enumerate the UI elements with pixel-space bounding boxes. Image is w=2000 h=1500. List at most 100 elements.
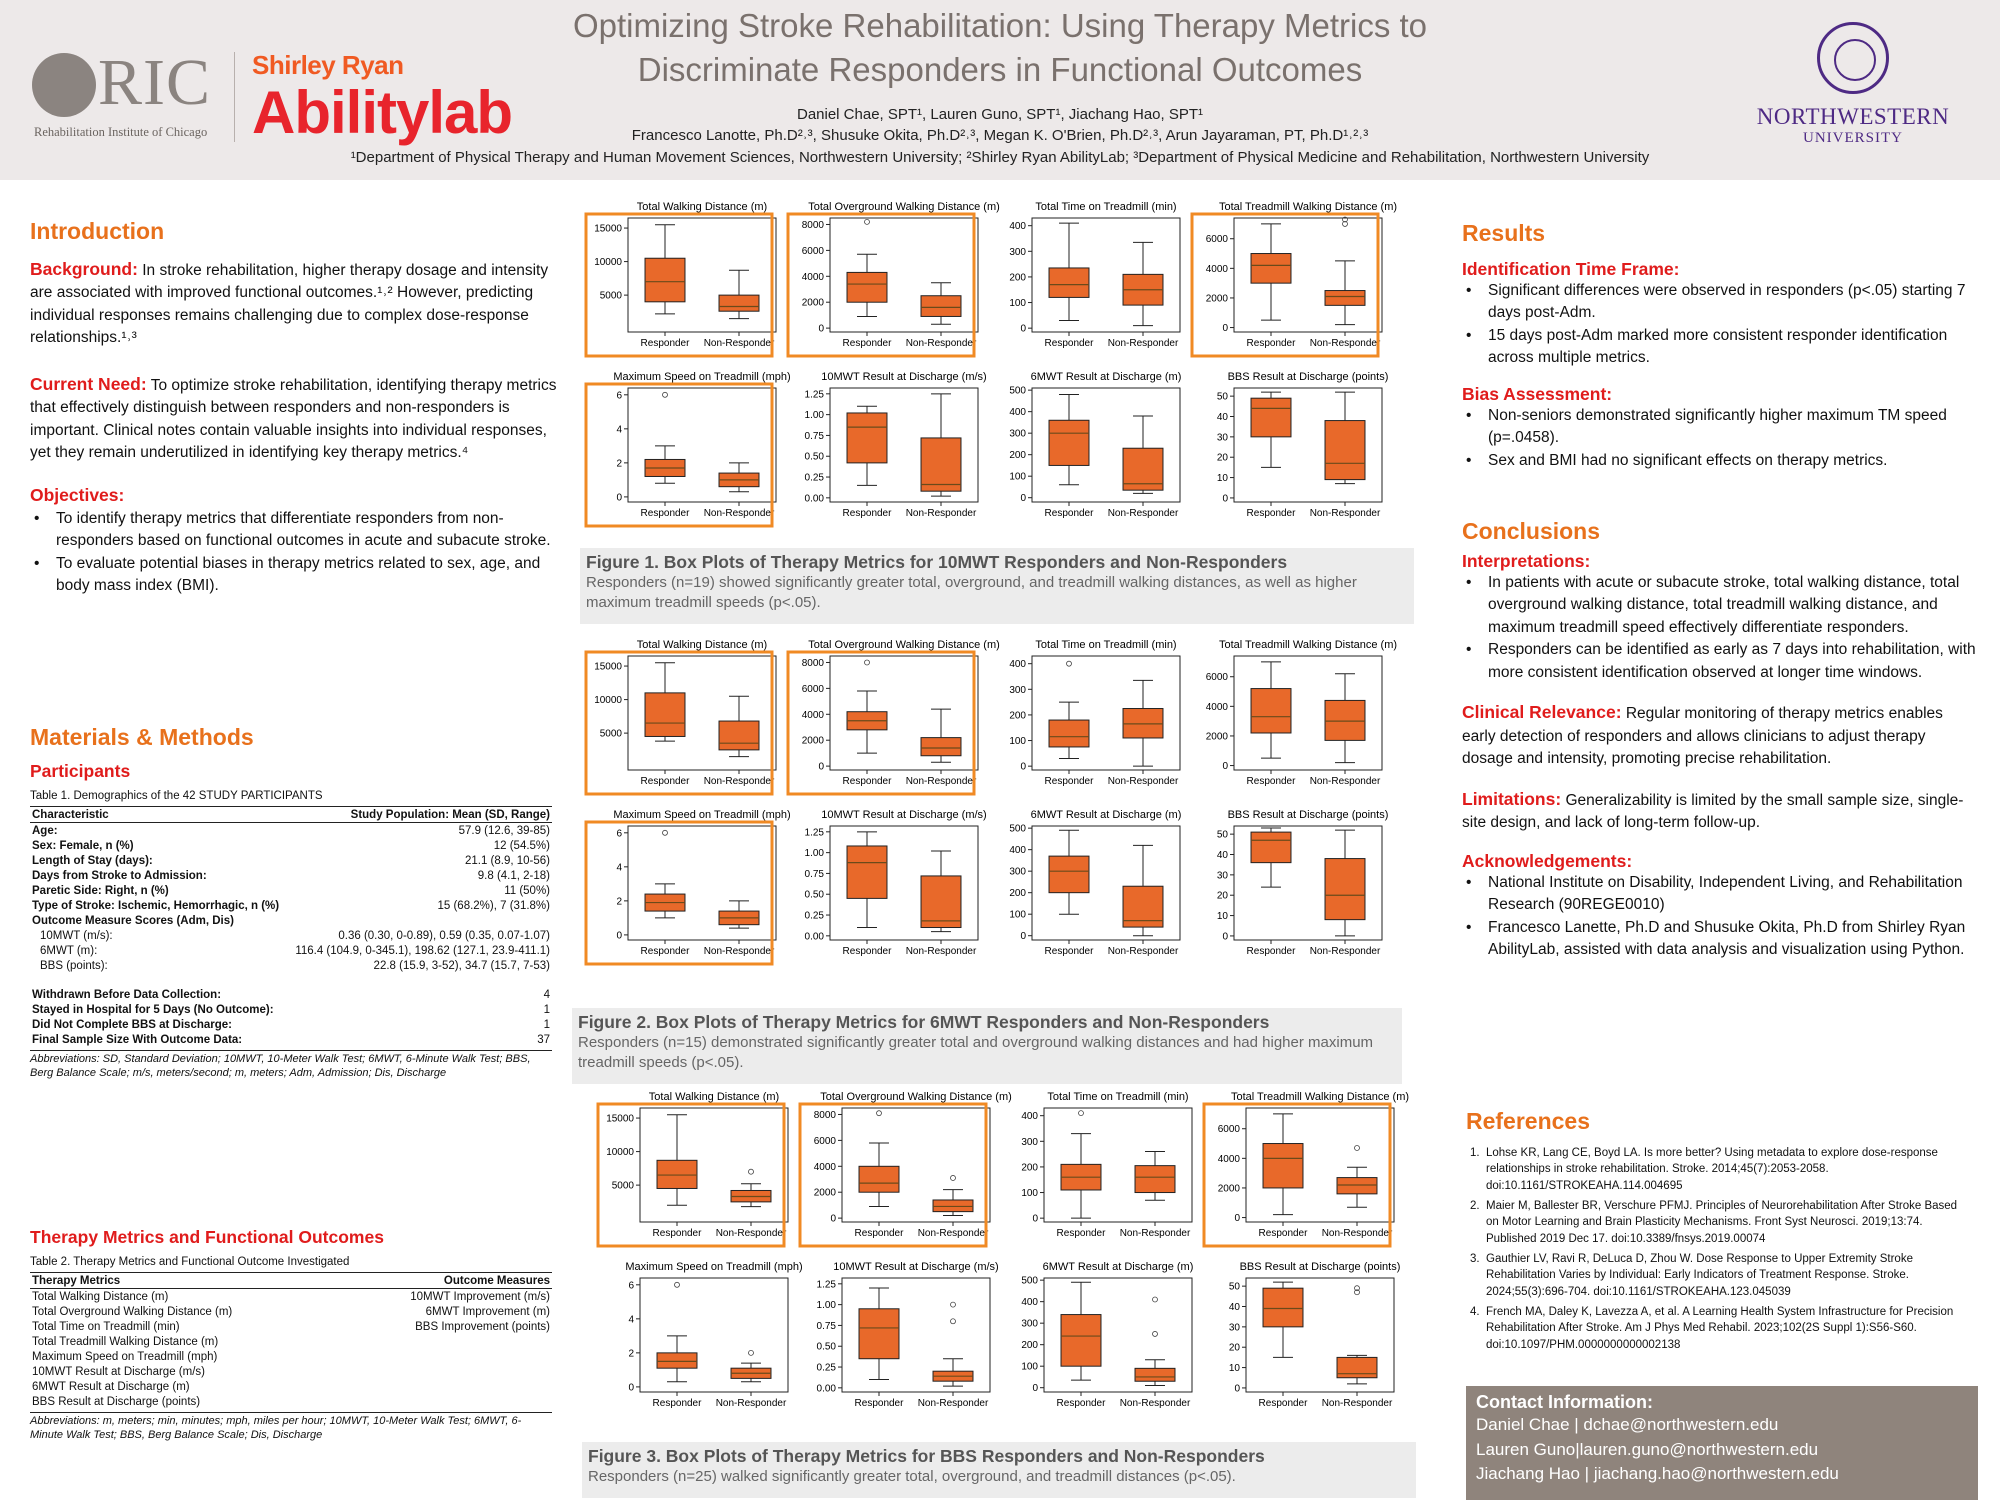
panel-title: Total Overground Walking Distance (m) bbox=[808, 201, 1000, 213]
panel-title: 10MWT Result at Discharge (m/s) bbox=[833, 1261, 998, 1273]
bias-heading: Bias Assessment: bbox=[1462, 383, 1613, 404]
table1-abbreviations: Abbreviations: SD, Standard Deviation; 1… bbox=[30, 1050, 552, 1081]
y-tick-label: 10 bbox=[1217, 473, 1229, 484]
panel-title: 10MWT Result at Discharge (m/s) bbox=[821, 809, 986, 821]
interpretations-heading: Interpretations: bbox=[1462, 551, 1591, 571]
table-cell bbox=[336, 1334, 552, 1349]
table-row: Did Not Complete BBS at Discharge: 1 bbox=[30, 1017, 552, 1032]
outlier-point bbox=[864, 218, 870, 225]
table-cell: Outcome Measure Scores (Adm, Dis) bbox=[32, 914, 234, 927]
box-non-responder bbox=[1324, 216, 1366, 326]
x-tick-label: Responder bbox=[653, 1398, 703, 1409]
table-cell bbox=[336, 1379, 552, 1394]
box-plot-panel: 6MWT Result at Discharge (m) 0 100 200 300 40… bbox=[1009, 371, 1181, 519]
y-tick-label: 2000 bbox=[814, 1188, 837, 1199]
iqr-box bbox=[1048, 855, 1090, 894]
x-tick-label: Non-Responder bbox=[1120, 1228, 1191, 1239]
iqr-box bbox=[656, 1352, 698, 1369]
panel-title: 6MWT Result at Discharge (m) bbox=[1043, 1261, 1194, 1273]
panel-title: Maximum Speed on Treadmill (mph) bbox=[613, 809, 790, 821]
y-tick-label: 4 bbox=[616, 424, 622, 435]
iqr-box bbox=[1262, 1143, 1304, 1189]
y-tick-label: 50 bbox=[1217, 830, 1229, 841]
table-cell: Paretic Side: Right, n (%) bbox=[32, 884, 169, 897]
plot-axes-frame bbox=[627, 825, 777, 941]
results-heading: Results bbox=[1462, 220, 1546, 246]
y-tick-label: 10000 bbox=[594, 257, 622, 268]
iqr-box bbox=[920, 737, 962, 757]
table-row: Total Treadmill Walking Distance (m) bbox=[30, 1334, 552, 1349]
table-row: Days from Stroke to Admission: 9.8 (4.1, … bbox=[30, 868, 552, 883]
box-plot-panel: BBS Result at Discharge (points) 0 10 20 30 4… bbox=[1217, 809, 1389, 957]
list-item: To evaluate potential biases in therapy … bbox=[30, 553, 560, 598]
x-tick-label: Responder bbox=[843, 338, 893, 349]
y-tick-label: 6000 bbox=[802, 246, 825, 257]
y-tick-label: 30 bbox=[1217, 432, 1229, 443]
y-tick-label: 30 bbox=[1217, 870, 1229, 881]
figure-1-caption: Figure 1. Box Plots of Therapy Metrics f… bbox=[580, 548, 1414, 624]
y-tick-label: 10 bbox=[1217, 911, 1229, 922]
iqr-box bbox=[1336, 1177, 1378, 1195]
panel-title: Total Time on Treadmill (min) bbox=[1035, 201, 1176, 213]
y-tick-label: 2000 bbox=[1206, 293, 1229, 304]
nw-logo-line-1: NORTHWESTERN bbox=[1756, 104, 1950, 129]
iqr-box bbox=[1060, 1314, 1102, 1367]
iqr-box bbox=[644, 257, 686, 303]
iqr-box bbox=[1048, 267, 1090, 298]
box-plot-panel: Total Overground Walking Distance (m) 0 20… bbox=[798, 1091, 1012, 1248]
iqr-box bbox=[920, 875, 962, 929]
northwestern-logo: NORTHWESTERN UNIVERSITY bbox=[1738, 22, 1968, 172]
x-tick-label: Non-Responder bbox=[1120, 1398, 1191, 1409]
table-cell: Type of Stroke: Ischemic, Hemorrhagic, n… bbox=[32, 899, 280, 912]
table-row: 6MWT (m): 116.4 (104.9, 0-345.1), 198.62 … bbox=[30, 943, 552, 958]
background-paragraph: Background: In stroke rehabilitation, hi… bbox=[30, 257, 560, 350]
box-non-responder bbox=[920, 282, 962, 325]
table-header-cell: Study Population: Mean (SD, Range) bbox=[287, 806, 552, 823]
box-plot-panel: Total Overground Walking Distance (m) 0 20… bbox=[786, 201, 1000, 358]
table-row: 6MWT Result at Discharge (m) bbox=[30, 1379, 552, 1394]
list-item: National Institute on Disability, Indepe… bbox=[1462, 872, 1978, 917]
x-tick-label: Responder bbox=[1045, 338, 1095, 349]
table-row: Outcome Measure Scores (Adm, Dis) bbox=[30, 913, 552, 928]
y-tick-label: 20 bbox=[1217, 453, 1229, 464]
box-plot-panel: Total Treadmill Walking Distance (m) 0 200… bbox=[1190, 201, 1397, 358]
table-cell: 116.4 (104.9, 0-345.1), 198.62 (127.1, 2… bbox=[295, 944, 550, 957]
list-item: 4. French MA, Daley K, Lavezza A, et al. … bbox=[1470, 1305, 1954, 1351]
y-tick-label: 400 bbox=[1021, 1111, 1038, 1122]
box-non-responder bbox=[730, 1168, 772, 1208]
y-tick-label: 40 bbox=[1217, 412, 1229, 423]
table-cell: Total Walking Distance (m) bbox=[32, 1290, 169, 1303]
iqr-box bbox=[1048, 419, 1090, 466]
contact-line[interactable]: Jiachang Hao | jiachang.hao@northwestern… bbox=[1476, 1464, 1839, 1484]
box-plot-panel: 6MWT Result at Discharge (m) 0 100 200 300 40… bbox=[1021, 1261, 1193, 1409]
y-tick-label: 1.00 bbox=[805, 410, 825, 421]
outlier-point bbox=[662, 829, 668, 836]
outlier-point bbox=[950, 1301, 956, 1308]
y-tick-label: 15000 bbox=[594, 662, 622, 673]
box-non-responder bbox=[718, 900, 760, 929]
iqr-box bbox=[1324, 858, 1366, 921]
plot-axes-frame bbox=[829, 655, 979, 771]
poster-title: Optimizing Stroke Rehabilitation: Using … bbox=[520, 4, 1480, 91]
iqr-box bbox=[1324, 699, 1366, 741]
x-tick-label: Non-Responder bbox=[1310, 946, 1381, 957]
panel-title: 6MWT Result at Discharge (m) bbox=[1031, 371, 1182, 383]
x-tick-label: Non-Responder bbox=[1310, 508, 1381, 519]
y-tick-label: 300 bbox=[1009, 685, 1026, 696]
y-tick-label: 2 bbox=[616, 458, 622, 469]
figure-3-box-plots: Total Walking Distance (m)50001000015000… bbox=[596, 1091, 1409, 1409]
box-responder bbox=[1250, 827, 1292, 888]
contact-line[interactable]: Daniel Chae | dchae@northwestern.edu bbox=[1476, 1415, 1779, 1434]
table1-caption: Table 1. Demographics of the 42 STUDY PA… bbox=[30, 790, 323, 802]
table-row: Paretic Side: Right, n (%) 11 (50%) bbox=[30, 883, 552, 898]
x-tick-label: Non-Responder bbox=[1310, 776, 1381, 787]
list-item: 2. Maier M, Ballester BR, Verschure PFMJ.… bbox=[1470, 1199, 1958, 1245]
box-responder bbox=[1250, 661, 1292, 759]
contact-line[interactable]: Lauren Guno|lauren.guno@northwestern.edu bbox=[1476, 1439, 1819, 1459]
box-responder bbox=[1262, 1113, 1304, 1216]
box-responder bbox=[858, 1110, 900, 1207]
x-tick-label: Non-Responder bbox=[716, 1398, 787, 1409]
table-cell: BBS (points): bbox=[40, 959, 108, 972]
y-tick-label: 4000 bbox=[814, 1162, 837, 1173]
iqr-box bbox=[1250, 688, 1292, 734]
